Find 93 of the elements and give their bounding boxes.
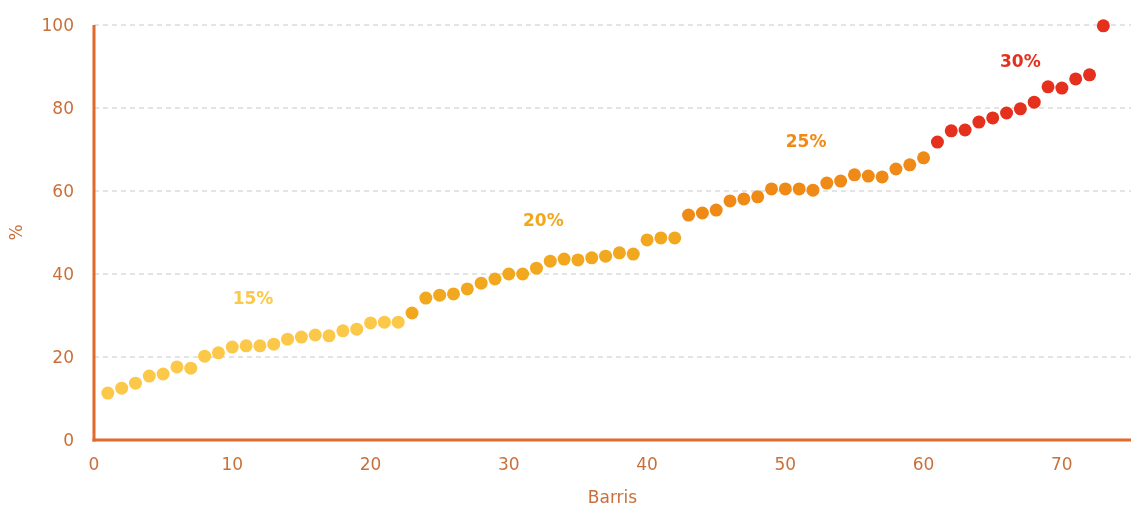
point (529, 261, 543, 275)
point (834, 174, 848, 188)
point (723, 194, 737, 208)
point (267, 337, 281, 351)
point (972, 115, 986, 129)
point (765, 182, 779, 196)
y-tick-label: 40 (52, 263, 74, 284)
point (239, 339, 253, 353)
point (115, 381, 129, 395)
point (225, 340, 239, 354)
point (377, 315, 391, 329)
x-tick-label: 10 (221, 454, 244, 474)
point (1069, 72, 1083, 86)
point (889, 162, 903, 176)
point (861, 169, 875, 183)
series-label: 30% (1000, 50, 1041, 71)
x-tick-label: 30 (497, 454, 520, 474)
point (1000, 106, 1014, 120)
x-tick-label: 40 (636, 454, 658, 474)
point (128, 376, 142, 390)
point (903, 158, 917, 172)
y-tick-label: 100 (41, 14, 74, 35)
x-tick-label: 60 (912, 454, 935, 474)
y-tick-label: 20 (52, 346, 74, 367)
point (917, 151, 931, 165)
x-tick-label: 0 (88, 454, 100, 474)
point (612, 246, 626, 260)
point (599, 249, 613, 263)
point (875, 170, 889, 184)
point (336, 324, 350, 338)
point (101, 386, 115, 400)
series-label: 20% (523, 210, 564, 231)
series-label: 15% (232, 287, 274, 308)
point (170, 360, 184, 374)
point (1083, 68, 1097, 82)
point (211, 346, 225, 360)
x-axis-title: Barris (587, 487, 638, 507)
point (1013, 102, 1027, 116)
point (391, 315, 405, 329)
y-axis-title: % (6, 224, 26, 241)
point (682, 208, 696, 222)
point (253, 339, 267, 353)
point (668, 231, 682, 245)
point (806, 183, 820, 197)
point (294, 330, 308, 344)
point (516, 267, 530, 281)
point (460, 282, 474, 296)
point (709, 203, 723, 217)
point (626, 247, 640, 261)
point (930, 135, 944, 149)
point (958, 123, 972, 137)
point (405, 306, 419, 320)
point (446, 287, 460, 301)
x-tick-label: 20 (359, 454, 382, 474)
point (1041, 80, 1055, 94)
point (654, 231, 668, 245)
point (433, 288, 447, 302)
point (944, 124, 958, 138)
point (308, 328, 322, 342)
point (184, 361, 198, 375)
point (986, 111, 1000, 125)
point (695, 206, 709, 220)
point (198, 349, 212, 363)
point (847, 168, 861, 182)
point (364, 316, 378, 330)
point (640, 233, 654, 247)
point (820, 176, 834, 190)
point (281, 332, 295, 346)
point (350, 322, 364, 336)
point (571, 253, 585, 267)
point (1096, 19, 1110, 33)
x-tick-label: 70 (1051, 454, 1073, 474)
point (502, 267, 516, 281)
point (543, 254, 557, 268)
y-tick-label: 80 (52, 97, 74, 118)
x-tick-label: 50 (774, 454, 797, 474)
point (1055, 81, 1069, 95)
point (737, 192, 751, 206)
point (156, 367, 170, 381)
y-tick-label: 0 (63, 429, 74, 450)
point (778, 182, 792, 196)
y-tick-label: 60 (52, 180, 74, 201)
point (474, 276, 488, 290)
point (792, 182, 806, 196)
point (322, 329, 336, 343)
point (585, 251, 599, 265)
point (1027, 95, 1041, 109)
point (751, 190, 765, 204)
series-label: 25% (785, 130, 827, 151)
point (488, 272, 502, 286)
point (557, 252, 571, 266)
point (419, 291, 433, 305)
point (142, 369, 156, 383)
